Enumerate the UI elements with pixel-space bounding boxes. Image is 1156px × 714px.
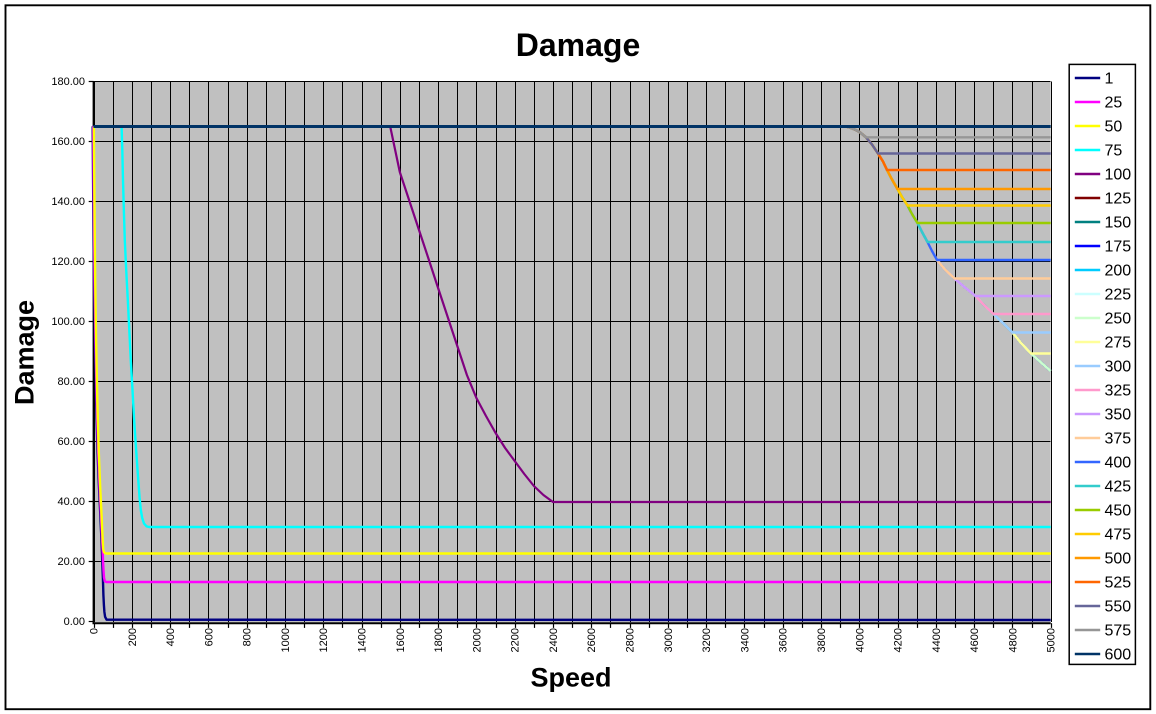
svg-text:120.00: 120.00: [51, 256, 85, 268]
svg-text:80.00: 80.00: [57, 376, 85, 388]
svg-text:800: 800: [242, 628, 254, 646]
svg-text:400: 400: [1105, 455, 1132, 472]
svg-text:350: 350: [1105, 407, 1132, 424]
svg-text:100.00: 100.00: [51, 316, 85, 328]
svg-text:475: 475: [1105, 527, 1132, 544]
svg-text:2000: 2000: [471, 628, 483, 652]
svg-text:140.00: 140.00: [51, 196, 85, 208]
svg-text:75: 75: [1105, 143, 1123, 160]
svg-text:550: 550: [1105, 599, 1132, 616]
svg-text:1800: 1800: [433, 628, 445, 652]
svg-text:3200: 3200: [701, 628, 713, 652]
svg-text:1200: 1200: [318, 628, 330, 652]
svg-text:0: 0: [89, 628, 101, 634]
svg-text:20.00: 20.00: [57, 556, 85, 568]
svg-text:3400: 3400: [739, 628, 751, 652]
svg-text:525: 525: [1105, 575, 1132, 592]
svg-text:375: 375: [1105, 431, 1132, 448]
svg-text:275: 275: [1105, 335, 1132, 352]
svg-text:200: 200: [127, 628, 139, 646]
svg-text:3800: 3800: [816, 628, 828, 652]
svg-text:4000: 4000: [854, 628, 866, 652]
svg-text:1000: 1000: [280, 628, 292, 652]
svg-text:225: 225: [1105, 287, 1132, 304]
svg-text:50: 50: [1105, 119, 1123, 136]
svg-text:Damage: Damage: [10, 300, 40, 405]
svg-text:2400: 2400: [548, 628, 560, 652]
svg-text:450: 450: [1105, 503, 1132, 520]
svg-text:200: 200: [1105, 263, 1132, 280]
svg-text:5000: 5000: [1046, 628, 1058, 652]
svg-text:1400: 1400: [357, 628, 369, 652]
svg-text:1600: 1600: [395, 628, 407, 652]
svg-text:160.00: 160.00: [51, 136, 85, 148]
svg-text:2800: 2800: [625, 628, 637, 652]
svg-text:575: 575: [1105, 623, 1132, 640]
svg-text:175: 175: [1105, 239, 1132, 256]
svg-text:2200: 2200: [510, 628, 522, 652]
svg-text:150: 150: [1105, 215, 1132, 232]
svg-text:400: 400: [165, 628, 177, 646]
svg-text:0.00: 0.00: [64, 616, 85, 628]
svg-text:300: 300: [1105, 359, 1132, 376]
svg-text:100: 100: [1105, 167, 1132, 184]
svg-text:2600: 2600: [586, 628, 598, 652]
svg-text:4600: 4600: [969, 628, 981, 652]
svg-text:Speed: Speed: [530, 663, 611, 693]
svg-text:40.00: 40.00: [57, 496, 85, 508]
svg-text:25: 25: [1105, 95, 1123, 112]
svg-text:600: 600: [203, 628, 215, 646]
svg-text:1: 1: [1105, 71, 1114, 88]
svg-text:600: 600: [1105, 647, 1132, 664]
svg-text:4400: 4400: [931, 628, 943, 652]
svg-text:500: 500: [1105, 551, 1132, 568]
svg-text:60.00: 60.00: [57, 436, 85, 448]
svg-text:3600: 3600: [778, 628, 790, 652]
svg-text:3000: 3000: [663, 628, 675, 652]
svg-text:180.00: 180.00: [51, 76, 85, 88]
svg-text:425: 425: [1105, 479, 1132, 496]
svg-text:125: 125: [1105, 191, 1132, 208]
svg-text:Damage: Damage: [516, 27, 641, 63]
svg-text:4800: 4800: [1007, 628, 1019, 652]
svg-text:325: 325: [1105, 383, 1132, 400]
svg-text:4200: 4200: [893, 628, 905, 652]
svg-text:250: 250: [1105, 311, 1132, 328]
